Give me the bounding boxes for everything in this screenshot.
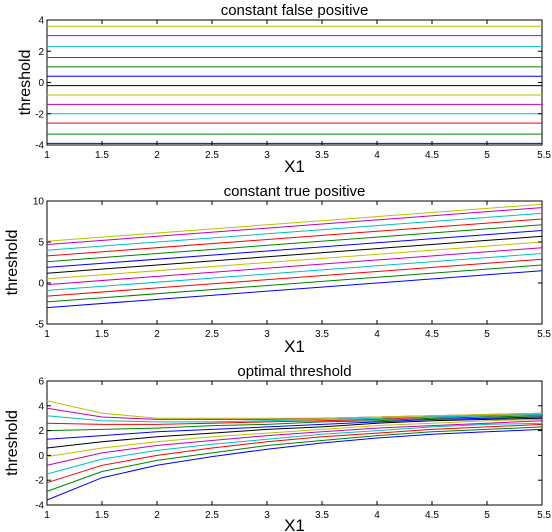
subplot-2: 1 1.5 2 2.5 3 3.5 4 4.5 5 5.5 -5 0 5 10 constant true … [4,183,551,356]
series-line-6 [46,418,543,458]
y-tick-label: -2 [35,476,44,487]
x-tick-label: 4.5 [425,510,439,521]
series-line-9 [46,415,543,432]
y-tick-label: 0 [38,279,44,290]
x-tick-label: 1.5 [95,329,109,340]
x-tick-label: 5.5 [537,510,551,521]
x-tick-label: 4 [374,329,380,340]
x-tick-label: 3 [264,510,270,521]
x-tick-label: 4 [374,150,380,161]
subplot-1: 1 1.5 2 2.5 3 3.5 4 4.5 5 5.5 -4 -2 0 2 4 constant fals… [17,2,551,176]
series-line-11 [46,414,543,423]
series-line-7 [46,417,543,449]
x-tick-label: 4.5 [425,150,439,161]
series-line-13 [46,203,543,242]
x-tick-label: 3.5 [315,329,329,340]
x-tick-label: 2.5 [205,510,219,521]
x-tick-label: 1 [44,510,50,521]
series-line-9 [46,224,543,263]
series-line-3 [46,258,543,297]
x-tick-label: 3.5 [315,510,329,521]
x-tick-label: 2 [154,329,160,340]
y-tick-label: -2 [35,109,44,120]
series-line-10 [46,218,543,257]
x-axis-label: X1 [284,337,305,356]
x-tick-label: 2.5 [205,150,219,161]
y-axis-label: threshold [4,230,21,296]
series-line-7 [46,235,543,274]
series-line-6 [46,241,543,280]
x-tick-label: 5 [484,329,490,340]
y-tick-label: 6 [38,377,44,388]
x-tick-label: 2 [154,150,160,161]
axes-box [46,19,543,146]
series-line-11 [46,212,543,251]
x-tick-label: 4 [374,510,380,521]
series-line-3 [46,423,543,484]
y-tick-label: 4 [38,401,44,412]
x-axis-label: X1 [284,516,305,532]
y-tick-label: 0 [38,451,44,462]
x-tick-label: 2.5 [205,329,219,340]
y-tick-label: 10 [33,197,45,208]
chart-title: constant true positive [224,183,366,200]
subplot-3: 1 1.5 2 2.5 3 3.5 4 4.5 5 5.5 -4 -2 0 2 4 6 optimal thre… [4,363,551,532]
series-line-1 [46,428,543,501]
x-tick-label: 3 [264,329,270,340]
series-line-12 [46,207,543,245]
series-line-1 [46,270,543,309]
series-line-5 [46,247,543,286]
y-tick-label: 2 [38,426,44,437]
subplots: 1 1.5 2 2.5 3 3.5 4 4.5 5 5.5 -4 -2 0 2 4 constant fals… [4,2,551,532]
axes-box [46,200,543,325]
x-tick-label: 1 [44,329,50,340]
x-tick-label: 1.5 [95,150,109,161]
y-tick-label: -4 [35,141,44,152]
y-tick-label: 5 [38,238,44,249]
series-line-8 [46,230,543,268]
series-line-2 [46,264,543,303]
chart-title: constant false positive [221,2,369,19]
x-tick-label: 4.5 [425,329,439,340]
y-tick-label: 2 [38,47,44,58]
series-line-13 [46,400,543,419]
y-tick-label: 4 [38,16,44,27]
x-tick-label: 5.5 [537,150,551,161]
x-tick-label: 1.5 [95,510,109,521]
x-tick-label: 5 [484,150,490,161]
y-axis-label: threshold [17,50,34,116]
y-tick-label: -4 [35,501,44,512]
series-line-5 [46,420,543,466]
chart-title: optimal threshold [237,363,351,380]
x-tick-label: 3 [264,150,270,161]
x-axis-label: X1 [284,157,305,176]
series-line-4 [46,422,543,475]
y-tick-label: 0 [38,78,44,89]
x-tick-label: 2 [154,510,160,521]
series-line-8 [46,416,543,440]
y-axis-label: threshold [4,410,21,476]
x-tick-label: 1 [44,150,50,161]
x-tick-label: 5 [484,510,490,521]
y-tick-label: -5 [35,320,44,331]
series-line-4 [46,253,543,291]
series-line-2 [46,426,543,492]
x-tick-label: 3.5 [315,150,329,161]
x-tick-label: 5.5 [537,329,551,340]
